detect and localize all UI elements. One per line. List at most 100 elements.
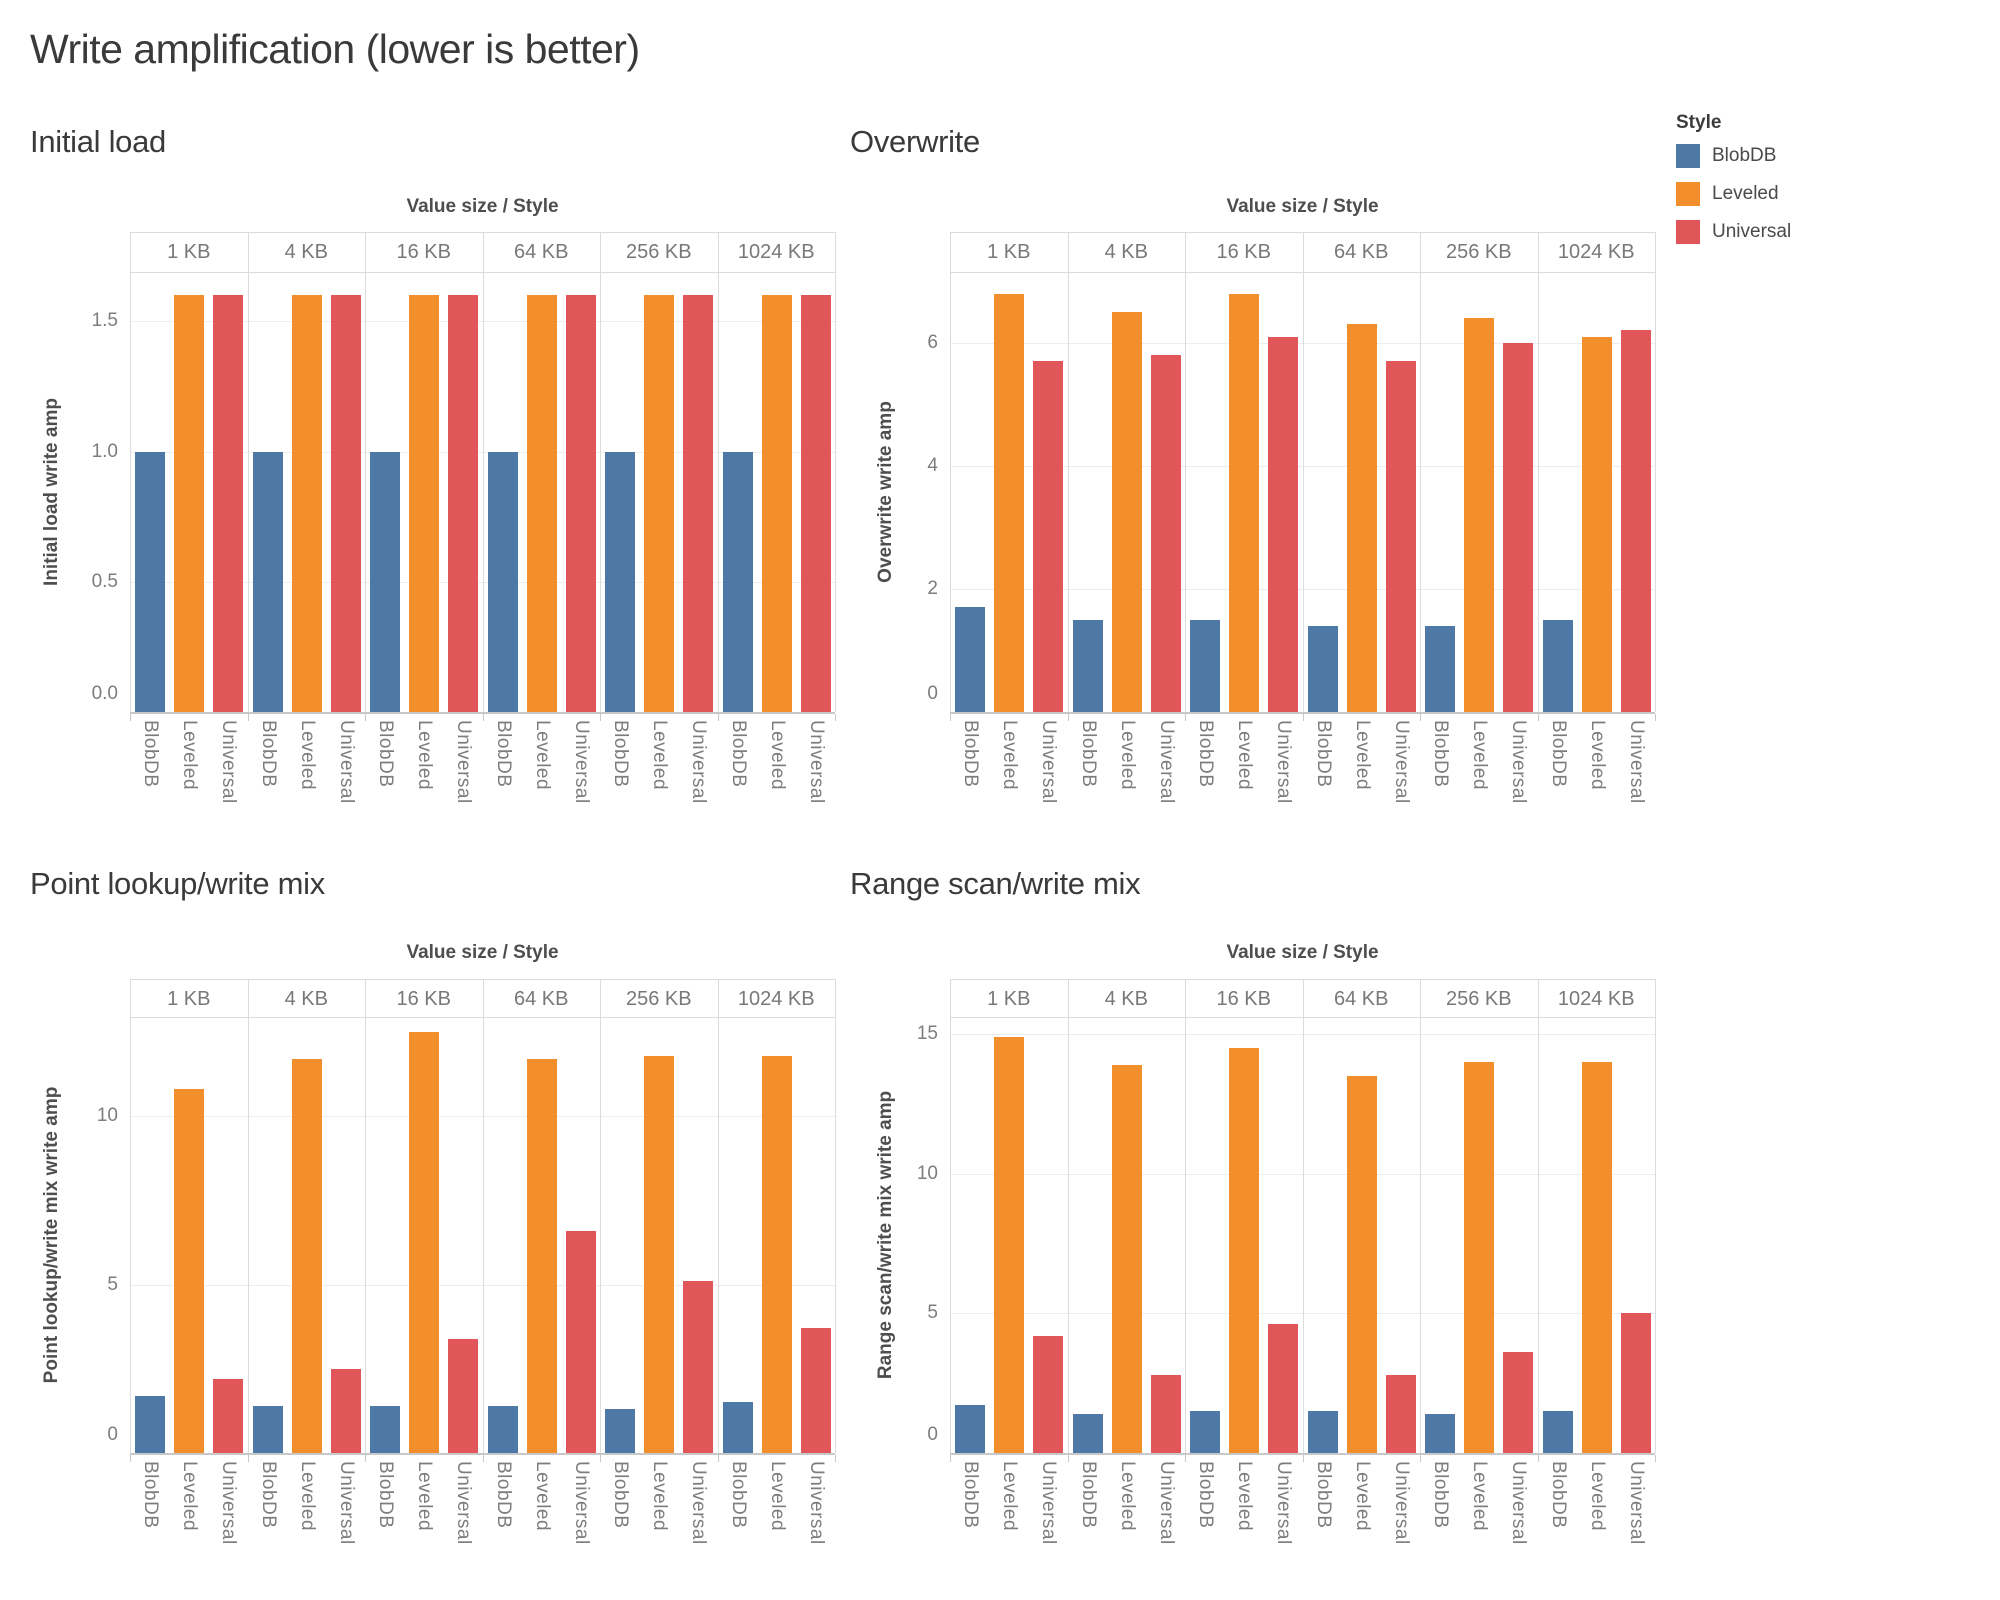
- bar-universal-256-kb: [1503, 1352, 1533, 1453]
- x-axis-tick: [248, 1455, 249, 1462]
- bar-blobdb-64-kb: [1308, 626, 1338, 712]
- column-header-1024-kb: 1024 KB: [1557, 241, 1635, 263]
- y-axis-title: Overwrite write amp: [875, 401, 896, 583]
- pane-separator: [248, 979, 249, 1453]
- column-header-256-kb: 256 KB: [625, 241, 692, 263]
- bar-blobdb-256-kb: [605, 1409, 635, 1453]
- x-category-label-blobdb: BlobDB: [1548, 720, 1569, 788]
- gridline-y-2: [950, 589, 1655, 590]
- header-band-border: [950, 979, 1655, 980]
- x-axis-tick: [365, 714, 366, 721]
- x-axis-tick: [130, 714, 131, 721]
- pane-separator: [1185, 232, 1186, 712]
- column-header-64-kb: 64 KB: [514, 241, 569, 263]
- column-header-1-kb: 1 KB: [987, 241, 1031, 263]
- x-category-label-blobdb: BlobDB: [728, 720, 749, 788]
- x-axis-tick: [1303, 714, 1304, 721]
- x-category-label-leveled: Leveled: [532, 720, 553, 791]
- bar-blobdb-1024-kb: [1543, 620, 1573, 712]
- x-category-label-universal: Universal: [1273, 1461, 1294, 1545]
- x-axis-tick: [835, 714, 836, 721]
- bar-universal-16-kb: [448, 295, 478, 712]
- legend-items: BlobDB Leveled Universal: [1676, 144, 1791, 244]
- bar-leveled-256-kb: [1464, 1062, 1494, 1453]
- column-header-16-kb: 16 KB: [1216, 241, 1271, 263]
- x-category-label-leveled: Leveled: [1234, 720, 1255, 791]
- pane-separator: [130, 232, 131, 712]
- bar-blobdb-256-kb: [605, 452, 635, 712]
- y-tick-label: 0: [927, 683, 938, 704]
- bar-universal-4-kb: [331, 1369, 361, 1453]
- bar-blobdb-1024-kb: [723, 1402, 753, 1453]
- bar-blobdb-1-kb: [955, 607, 985, 712]
- bar-universal-64-kb: [1386, 361, 1416, 712]
- pane-separator: [1185, 979, 1186, 1453]
- bar-leveled-4-kb: [1112, 1065, 1142, 1453]
- x-axis-tick: [1303, 1455, 1304, 1462]
- header-band-border: [130, 979, 835, 980]
- bar-universal-64-kb: [566, 1231, 596, 1453]
- x-category-label-leveled: Leveled: [297, 1461, 318, 1532]
- pane-separator: [1068, 979, 1069, 1453]
- column-header-256-kb: 256 KB: [1445, 241, 1512, 263]
- legend-item-label: BlobDB: [1712, 145, 1777, 166]
- x-category-label-leveled: Leveled: [414, 720, 435, 791]
- column-header-16-kb: 16 KB: [396, 988, 451, 1010]
- column-header-4-kb: 4 KB: [1104, 988, 1148, 1010]
- y-tick-label: 5: [927, 1302, 938, 1323]
- header-band-border: [130, 1017, 835, 1018]
- x-axis-tick: [1420, 714, 1421, 721]
- bar-universal-64-kb: [566, 295, 596, 712]
- y-tick-label: 0.5: [91, 571, 118, 592]
- x-axis-tick: [130, 1455, 131, 1462]
- header-band-border: [130, 272, 835, 273]
- column-header-64-kb: 64 KB: [1334, 241, 1389, 263]
- page-title: Write amplification (lower is better): [30, 26, 640, 72]
- x-category-label-blobdb: BlobDB: [1195, 1461, 1216, 1529]
- bar-blobdb-16-kb: [370, 1406, 400, 1453]
- column-header-64-kb: 64 KB: [1334, 988, 1389, 1010]
- x-category-label-universal: Universal: [1391, 1461, 1412, 1545]
- bar-leveled-1024-kb: [762, 1056, 792, 1453]
- x-category-label-leveled: Leveled: [1352, 1461, 1373, 1532]
- x-category-label-universal: Universal: [1038, 1461, 1059, 1545]
- x-category-label-leveled: Leveled: [1587, 720, 1608, 791]
- x-category-label-leveled: Leveled: [767, 720, 788, 791]
- x-axis-tick: [1420, 1455, 1421, 1462]
- x-axis-tick: [1655, 1455, 1656, 1462]
- gridline-y-5: [950, 1313, 1655, 1314]
- bar-leveled-256-kb: [644, 1056, 674, 1453]
- header-band-border: [950, 232, 1655, 233]
- bar-universal-4-kb: [1151, 355, 1181, 712]
- x-category-label-blobdb: BlobDB: [1313, 720, 1334, 788]
- y-tick-label: 6: [927, 332, 938, 353]
- pane-separator: [718, 979, 719, 1453]
- y-tick-label: 1.5: [91, 310, 118, 331]
- bar-blobdb-1024-kb: [723, 452, 753, 712]
- x-category-label-leveled: Leveled: [767, 1461, 788, 1532]
- x-category-label-leveled: Leveled: [297, 720, 318, 791]
- bar-universal-64-kb: [1386, 1375, 1416, 1453]
- x-category-label-leveled: Leveled: [1234, 1461, 1255, 1532]
- x-category-label-blobdb: BlobDB: [493, 1461, 514, 1529]
- x-category-label-blobdb: BlobDB: [493, 720, 514, 788]
- header-band-border: [950, 272, 1655, 273]
- x-category-label-leveled: Leveled: [1469, 720, 1490, 791]
- x-category-label-blobdb: BlobDB: [258, 720, 279, 788]
- column-header-64-kb: 64 KB: [514, 988, 569, 1010]
- x-category-label-blobdb: BlobDB: [1078, 1461, 1099, 1529]
- column-header-4-kb: 4 KB: [284, 988, 328, 1010]
- x-category-label-leveled: Leveled: [1117, 720, 1138, 791]
- bar-universal-1-kb: [213, 1379, 243, 1453]
- bar-blobdb-16-kb: [1190, 620, 1220, 712]
- gridline-y-1.5: [130, 321, 835, 322]
- gridline-y-6: [950, 343, 1655, 344]
- column-header-1024-kb: 1024 KB: [737, 241, 815, 263]
- pane-separator: [483, 232, 484, 712]
- bar-leveled-16-kb: [1229, 1048, 1259, 1453]
- x-category-label-blobdb: BlobDB: [375, 1461, 396, 1529]
- bar-universal-16-kb: [448, 1339, 478, 1453]
- bar-leveled-4-kb: [292, 1059, 322, 1453]
- leveled-swatch-icon: [1676, 182, 1700, 206]
- bar-leveled-64-kb: [527, 1059, 557, 1453]
